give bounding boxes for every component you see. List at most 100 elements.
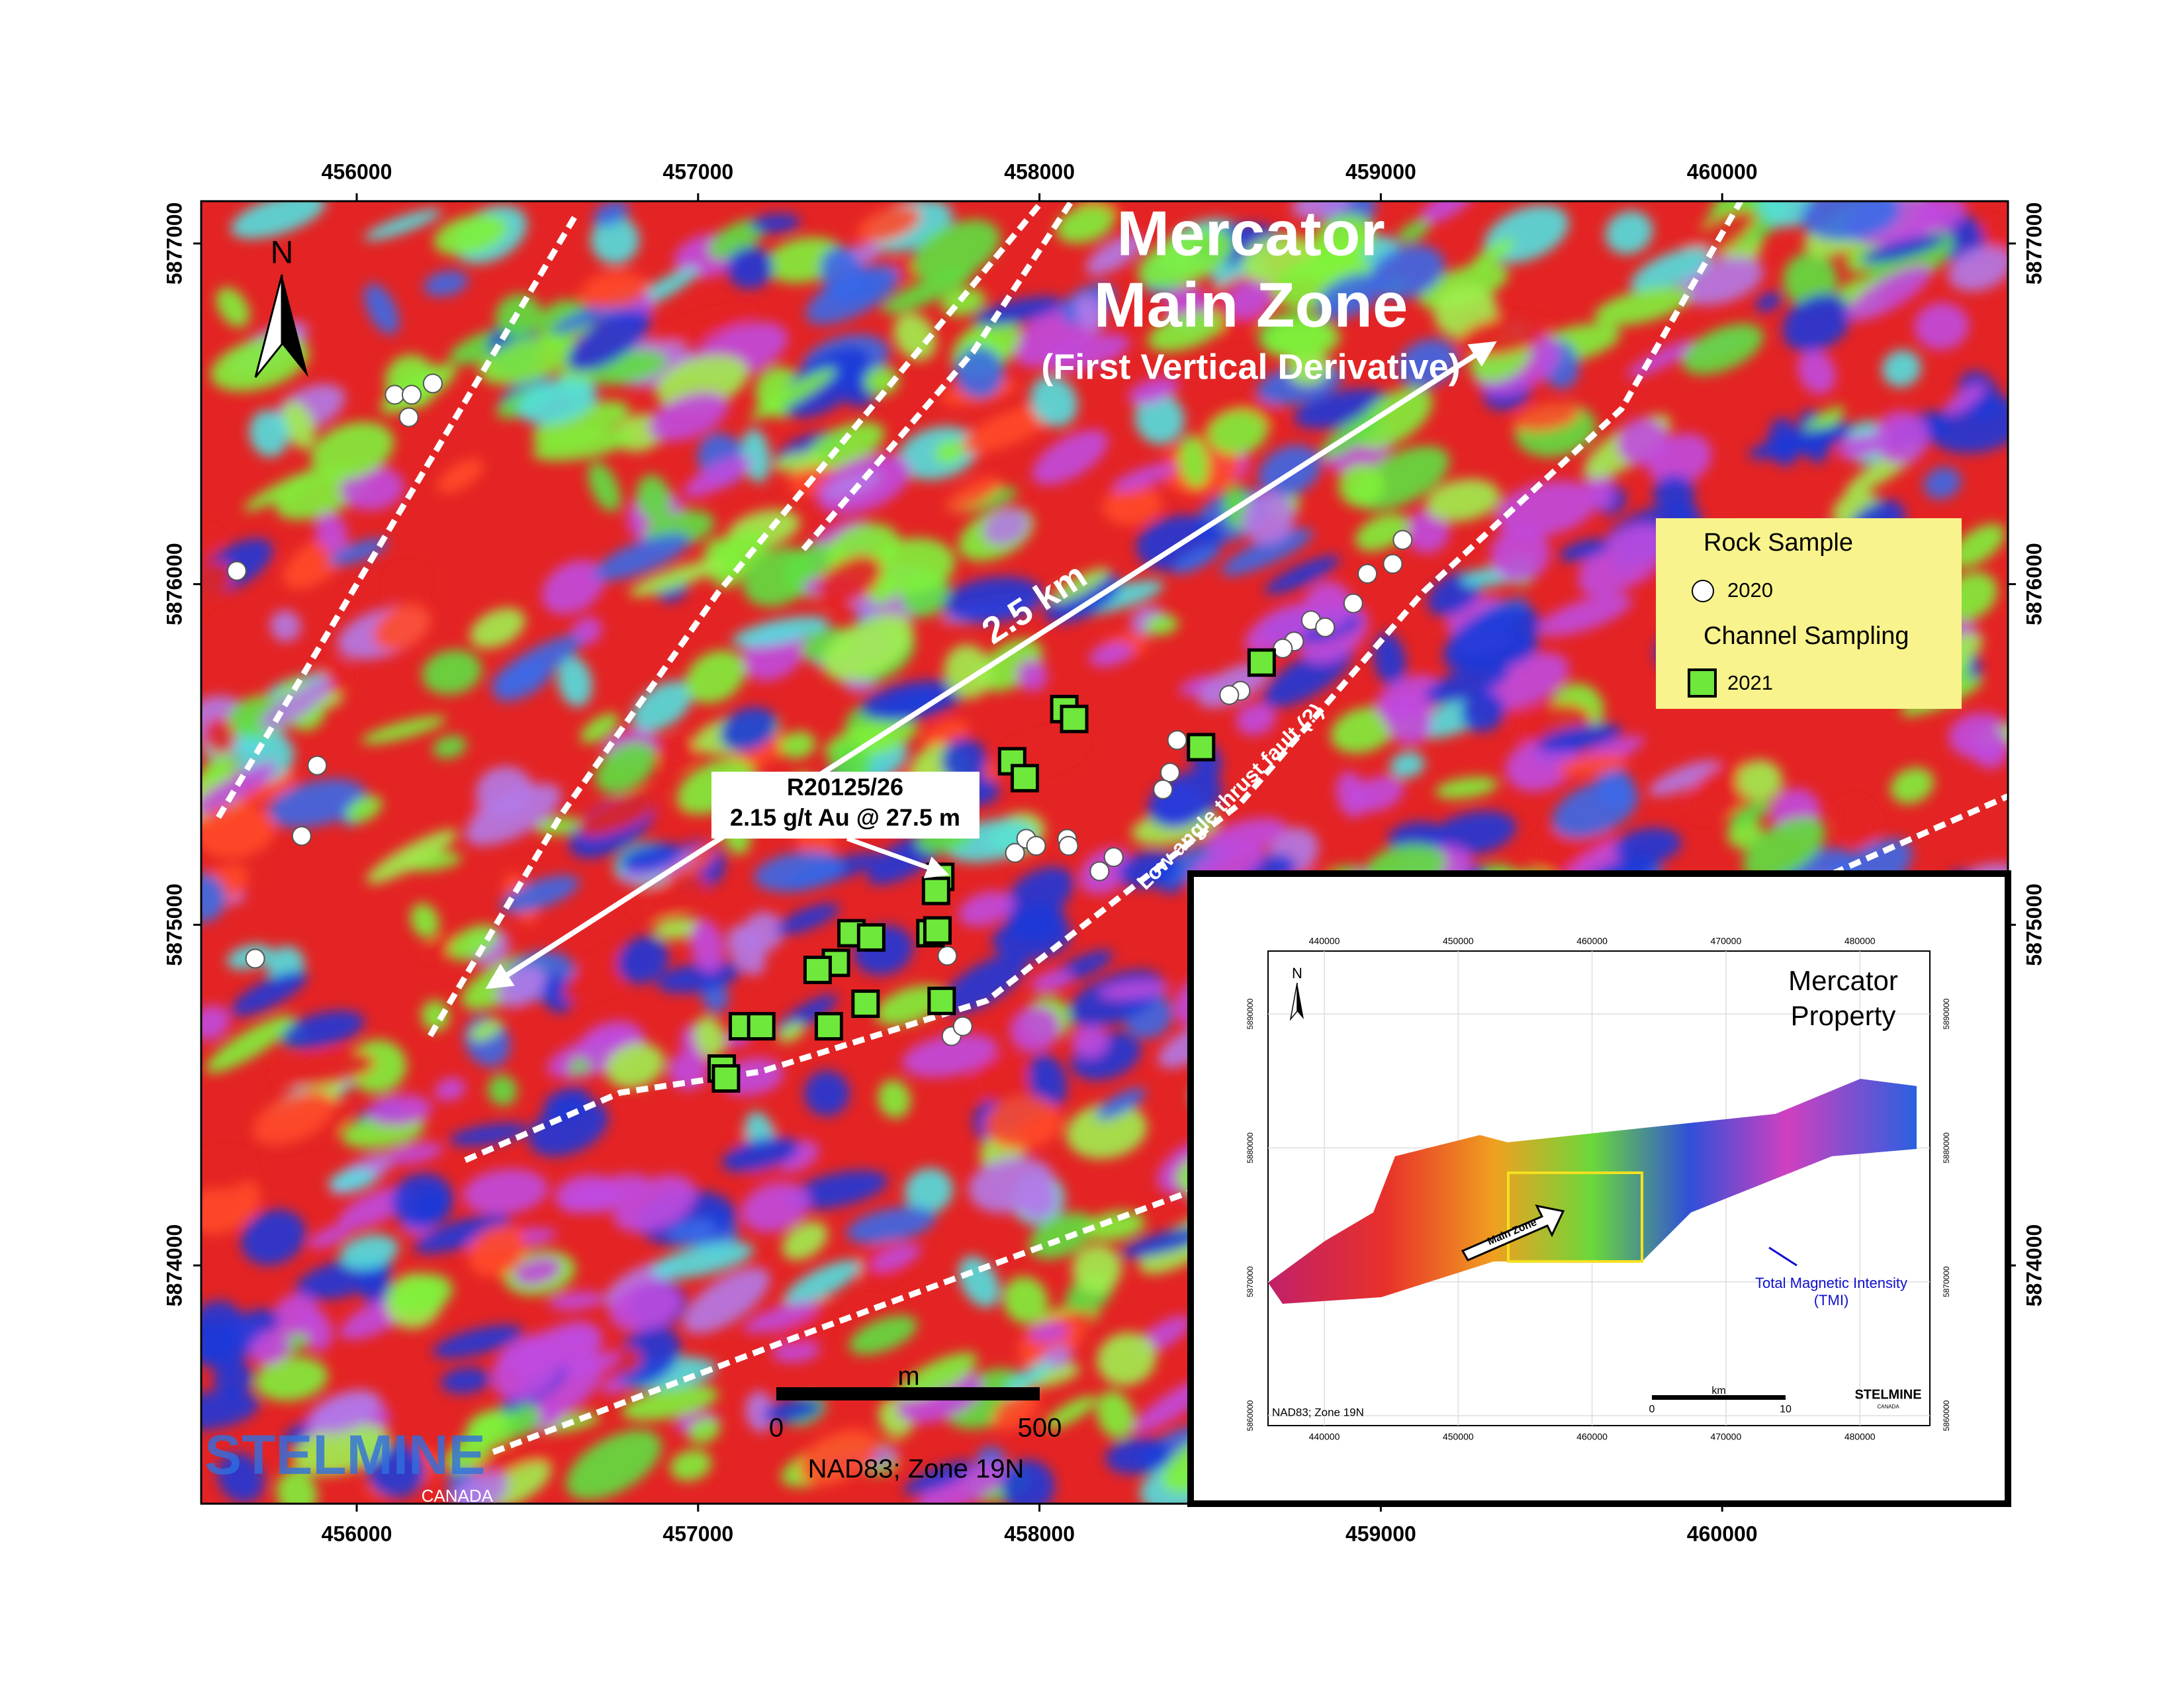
- x-tick-label: 459000: [1345, 1522, 1416, 1545]
- anomaly: [743, 1301, 819, 1334]
- anomaly: [1616, 418, 1669, 466]
- anomaly: [410, 903, 439, 938]
- anomaly: [1085, 234, 1144, 275]
- anomaly: [201, 1390, 259, 1430]
- anomaly: [1873, 410, 1929, 465]
- anomaly: [1027, 1322, 1069, 1343]
- y-tick-label: 5874000: [162, 1224, 186, 1307]
- anomaly: [984, 1096, 1062, 1150]
- channel-sample: [1187, 733, 1216, 762]
- anomaly: [1398, 220, 1430, 243]
- anomaly: [1578, 524, 1666, 597]
- anomaly: [273, 1050, 375, 1087]
- anomaly: [240, 1209, 306, 1265]
- inset-scale-tick-label: 0: [1649, 1404, 1655, 1415]
- anomaly: [217, 1452, 265, 1503]
- map-subtitle: (First Vertical Derivative): [1041, 347, 1460, 387]
- logo: STELMINE: [205, 1424, 486, 1486]
- scale-tick-label: 500: [1018, 1414, 1062, 1443]
- x-tick-label: 456000: [322, 1522, 392, 1545]
- anomaly: [1758, 201, 1814, 228]
- anomaly: [651, 1242, 754, 1279]
- y-tick-label: 5874000: [2022, 1224, 2046, 1307]
- inset-north: N: [1292, 965, 1302, 982]
- inset-x-tick-label: 470000: [1711, 1432, 1742, 1442]
- anomaly: [1316, 273, 1383, 320]
- rock-sample: [385, 385, 405, 405]
- channel-sample: [747, 1012, 776, 1041]
- anomaly: [1923, 467, 1962, 500]
- anomaly: [205, 1015, 295, 1074]
- anomaly: [1066, 1103, 1148, 1159]
- anomaly: [1557, 754, 1628, 776]
- anomaly: [727, 246, 774, 289]
- anomaly: [593, 201, 629, 227]
- callout-id: R20125/26: [787, 774, 903, 801]
- x-tick-label: 458000: [1004, 1522, 1075, 1545]
- anomaly: [1009, 1005, 1061, 1053]
- anomaly: [465, 1409, 520, 1448]
- rock-sample: [1058, 836, 1079, 856]
- anomaly: [1782, 293, 1852, 352]
- anomaly: [1495, 480, 1598, 537]
- rock-sample: [1383, 554, 1403, 574]
- inset-y-tick-label: 5860000: [1246, 1400, 1255, 1431]
- x-tick-label: 456000: [322, 160, 392, 183]
- anomaly: [787, 1170, 888, 1210]
- anomaly: [491, 1339, 562, 1401]
- channel-sample: [711, 1064, 741, 1093]
- anomaly: [848, 1315, 917, 1355]
- anomaly: [1028, 1212, 1095, 1259]
- map-ticks: 456000 456000 457000 457000 458000 458000 4590…: [162, 160, 2046, 1545]
- anomaly: [249, 410, 289, 457]
- rock-sample: [307, 755, 328, 776]
- anomaly: [201, 755, 238, 785]
- anomaly: [201, 527, 222, 557]
- callout-arrow: [846, 836, 950, 879]
- anomaly: [1095, 1087, 1146, 1120]
- anomaly: [590, 215, 640, 265]
- north-label: N: [271, 236, 294, 271]
- anomaly: [870, 1244, 922, 1271]
- x-tick-label: 459000: [1345, 160, 1416, 183]
- inset-y-tick-label: 5860000: [1942, 1400, 1951, 1431]
- anomaly: [452, 1471, 509, 1504]
- anomaly: [201, 1005, 230, 1041]
- anomaly: [970, 1058, 1031, 1103]
- anomaly: [750, 214, 801, 233]
- inset-scale-bar-fill: [1652, 1395, 1786, 1400]
- anomaly: [784, 1259, 861, 1306]
- anomaly: [201, 1308, 279, 1368]
- anomaly: [281, 1011, 365, 1049]
- anomaly: [448, 925, 498, 961]
- anomaly: [367, 1094, 432, 1126]
- anomaly: [281, 401, 316, 449]
- anomaly: [389, 1273, 453, 1314]
- inset-x-tick-label: 480000: [1844, 936, 1876, 946]
- fault-line: [492, 1188, 1193, 1455]
- anomaly: [414, 1214, 511, 1254]
- anomaly: [1882, 349, 1921, 387]
- anomaly: [252, 1090, 335, 1145]
- anomaly: [777, 1022, 805, 1042]
- anomaly: [1003, 1276, 1048, 1324]
- anomaly: [308, 1223, 353, 1249]
- anomaly: [1028, 1054, 1068, 1109]
- scale-tick-label: 0: [769, 1414, 784, 1443]
- anomaly: [201, 1177, 261, 1235]
- channel-sample: [1060, 704, 1089, 733]
- anomaly: [1837, 798, 1880, 846]
- anomaly: [424, 270, 469, 297]
- anomaly: [267, 778, 367, 828]
- anomaly: [487, 1074, 518, 1106]
- anomaly: [469, 1019, 502, 1042]
- anomaly: [315, 512, 348, 553]
- anomaly: [504, 1404, 541, 1437]
- logo-country: CANADA: [422, 1486, 494, 1506]
- anomaly: [201, 804, 276, 859]
- inset-tmi-label: (TMI): [1814, 1292, 1849, 1308]
- anomaly: [1056, 205, 1115, 244]
- anomaly: [440, 1367, 491, 1394]
- rock-sample: [1315, 617, 1336, 637]
